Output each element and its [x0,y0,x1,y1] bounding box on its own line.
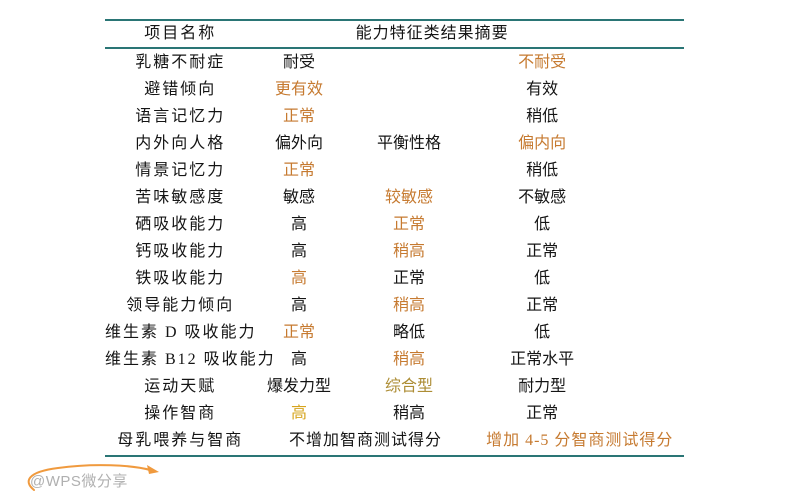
table-bottom-rule [105,454,684,457]
result-cell: 正常 [392,215,425,233]
result-cell: 稍低 [526,161,559,179]
table-row: 母乳喂养与智商 不增加智商测试得分 增加 4-5 分智商测试得分 [105,428,684,455]
result-cell: 不耐受 [518,53,567,71]
result-cell: 高 [290,297,307,315]
result-cell: 低 [534,324,551,342]
row-label: 操作智商 [144,405,217,423]
result-cell: 正常 [526,242,559,260]
result-cell: 综合型 [384,378,433,396]
result-cell: 高 [290,351,307,369]
result-cell: 增加 4-5 分智商测试得分 [486,432,674,450]
result-cell: 稍高 [392,297,425,315]
result-cell: 稍高 [392,242,425,260]
row-label: 情景记忆力 [135,161,226,179]
result-cell: 正常水平 [510,351,575,369]
table-row: 领导能力倾向 高 稍高 正常 [105,293,684,320]
table-header-row: 项目名称 能力特征类结果摘要 [105,21,684,47]
row-label: 领导能力倾向 [126,297,235,315]
result-cell: 低 [534,270,551,288]
table-row: 维生素 D 吸收能力 正常 略低 低 [105,320,684,347]
result-cell: 低 [534,215,551,233]
result-cell: 爆发力型 [266,378,331,396]
watermark: @WPS微分享 [27,464,159,491]
result-cell: 正常 [282,107,315,125]
table-body: 乳糖不耐症 耐受 不耐受 避错倾向 更有效 有效 语言记忆力 正常 稍低 内外向人格 偏外向 平衡性格… [105,49,684,455]
result-cell: 较敏感 [384,188,433,206]
result-cell: 高 [290,242,307,260]
table-row: 钙吸收能力 高 稍高 正常 [105,238,684,265]
result-cell: 敏感 [282,188,315,206]
result-cell: 正常 [392,270,425,288]
result-cell: 正常 [282,324,315,342]
row-label: 钙吸收能力 [135,242,226,260]
column-header-project-name: 项目名称 [144,25,217,42]
result-cell: 平衡性格 [376,134,441,152]
row-label: 维生素 D 吸收能力 [105,324,257,342]
result-cell: 高 [290,215,307,233]
table-row: 硒吸收能力 高 正常 低 [105,211,684,238]
result-cell: 稍高 [392,405,425,423]
row-label: 苦味敏感度 [135,188,226,206]
table-row: 情景记忆力 正常 稍低 [105,157,684,184]
table-top-rule [105,19,684,21]
row-label: 铁吸收能力 [135,270,226,288]
row-label: 母乳喂养与智商 [117,432,244,450]
result-cell: 更有效 [274,80,323,98]
result-cell: 高 [290,405,307,423]
result-cell: 有效 [526,80,559,98]
result-cell: 正常 [526,405,559,423]
column-header-ability-summary: 能力特征类结果摘要 [355,25,509,42]
table-row: 语言记忆力 正常 稍低 [105,103,684,130]
result-cell: 不敏感 [518,188,567,206]
table-row: 运动天赋 爆发力型 综合型 耐力型 [105,374,684,401]
row-label: 乳糖不耐症 [135,53,226,71]
row-label: 运动天赋 [144,378,217,396]
result-cell: 偏内向 [518,134,567,152]
row-label: 维生素 B12 吸收能力 [105,351,276,369]
result-cell: 耐力型 [518,378,567,396]
header-divider-rule [105,47,684,49]
result-cell: 略低 [392,324,425,342]
result-cell: 偏外向 [274,134,323,152]
table-row: 乳糖不耐症 耐受 不耐受 [105,49,684,76]
results-table: 项目名称 能力特征类结果摘要 乳糖不耐症 耐受 不耐受 避错倾向 更有效 有效 语言记忆力正… [105,19,684,457]
result-cell: 正常 [282,161,315,179]
result-cell: 正常 [526,297,559,315]
row-label: 语言记忆力 [135,107,226,125]
result-cell: 稍高 [392,351,425,369]
table-row: 铁吸收能力 高 正常 低 [105,266,684,293]
table-row: 操作智商 高 稍高 正常 [105,401,684,428]
result-cell: 稍低 [526,107,559,125]
result-cell: 耐受 [282,53,315,71]
table-row: 维生素 B12 吸收能力高 稍高 正常水平 [105,347,684,374]
table-row: 苦味敏感度 敏感 较敏感 不敏感 [105,184,684,211]
result-cell: 不增加智商测试得分 [289,432,443,450]
result-cell: 高 [290,270,307,288]
row-label: 内外向人格 [135,134,226,152]
watermark-text: @WPS微分享 [30,473,128,490]
row-label: 硒吸收能力 [135,215,226,233]
table-row: 避错倾向 更有效 有效 [105,76,684,103]
row-label: 避错倾向 [144,80,217,98]
table-row: 内外向人格 偏外向 平衡性格 偏内向 [105,130,684,157]
